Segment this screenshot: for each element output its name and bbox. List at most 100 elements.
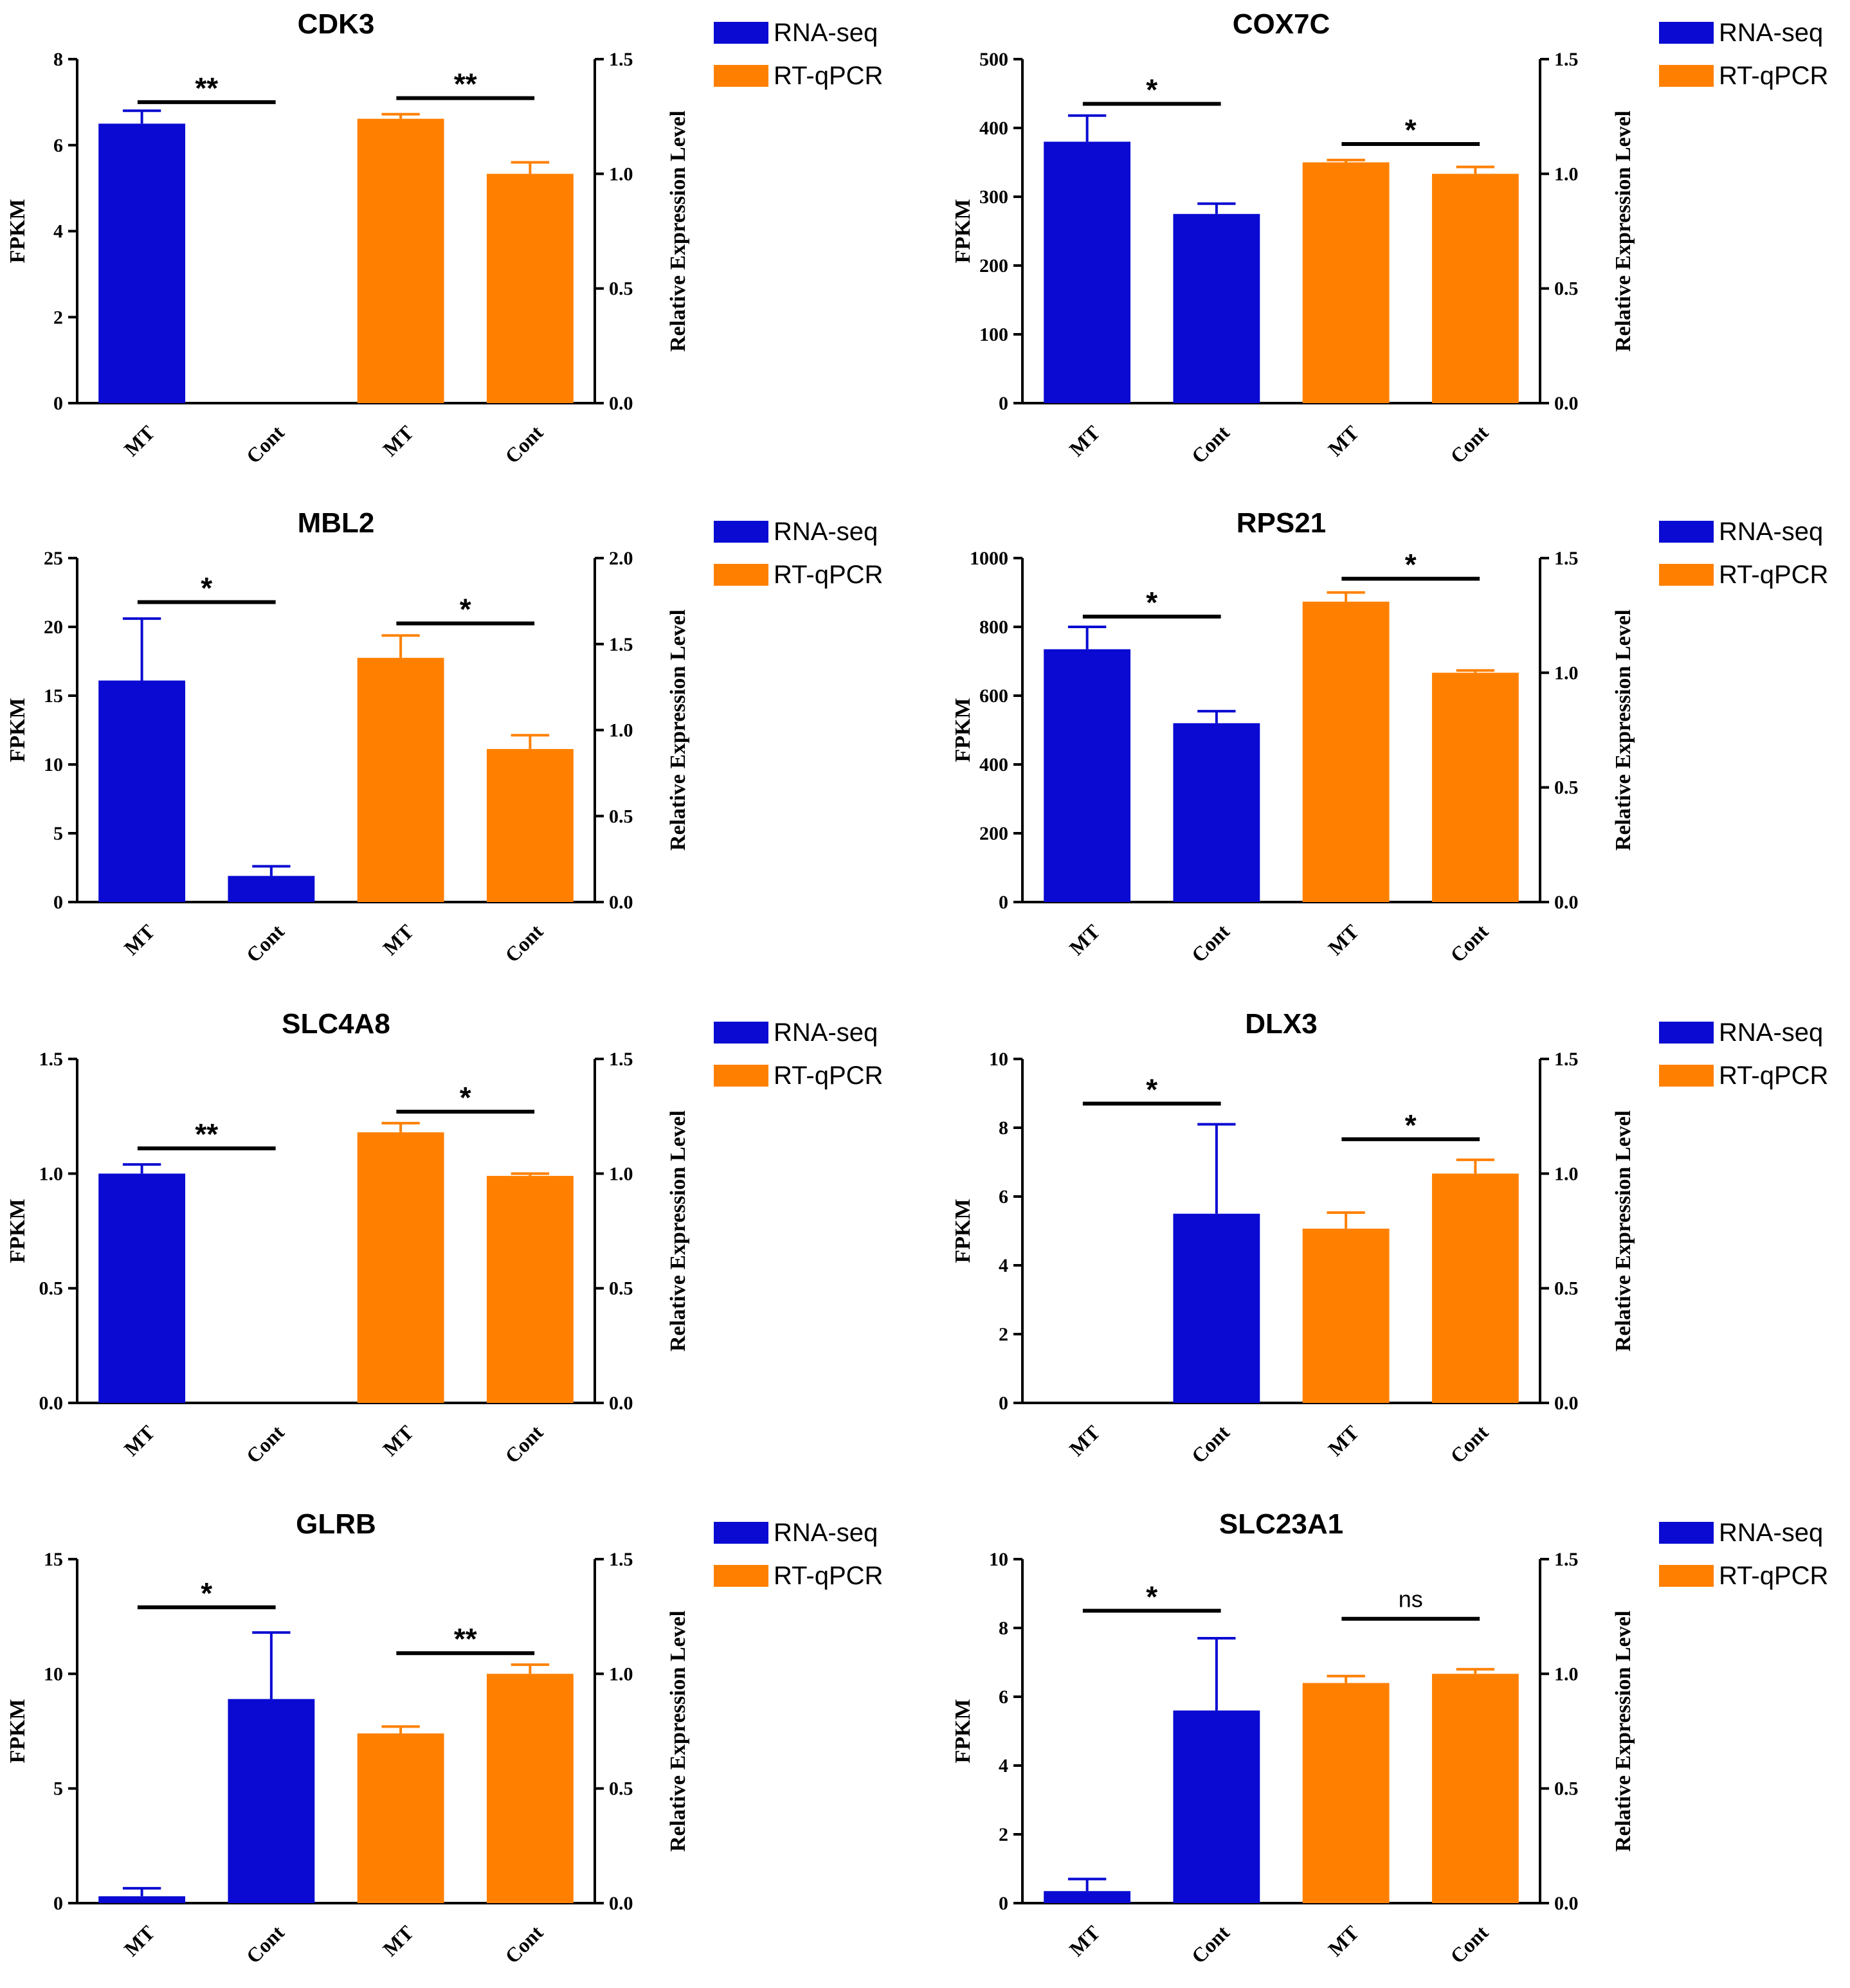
right-tick-label: 0.0 [1554, 1893, 1579, 1914]
left-tick-label: 0.5 [39, 1278, 64, 1299]
left-tick-label: 500 [979, 49, 1008, 70]
chart-panel-mbl2: MBL2 0 5 10 15 20 25 0.0 0.5 1.0 1.5 2.0 FPKM Relativ… [6, 507, 883, 967]
left-tick-label: 300 [979, 186, 1008, 208]
left-tick-label: 2 [53, 307, 63, 328]
category-label: MT [1323, 1420, 1363, 1460]
bar-rt-qpcr-cont [486, 1175, 574, 1403]
right-axis-title: Relative Expression Level [666, 111, 690, 352]
significance-label: * [1405, 1108, 1417, 1142]
legend-label-rna-seq: RNA-seq [1719, 518, 1823, 546]
chart-panel-glrb: GLRB 0 5 10 15 0.0 0.5 1.0 1.5 FPKM Relative Expre… [6, 1508, 883, 1968]
category-label: Cont [242, 1420, 289, 1467]
left-tick-label: 5 [53, 823, 63, 844]
bar-rt-qpcr-cont [486, 1674, 574, 1903]
significance-label: ** [454, 68, 477, 101]
significance-label: * [460, 593, 471, 626]
left-tick-label: 10 [44, 754, 63, 775]
left-tick-label: 8 [53, 49, 63, 70]
right-tick-label: 0.0 [609, 393, 633, 414]
bar-rna-seq-cont [1173, 1213, 1260, 1403]
left-tick-label: 0 [999, 1393, 1008, 1414]
left-tick-label: 1000 [970, 548, 1008, 569]
right-axis-title: Relative Expression Level [666, 610, 690, 851]
left-tick-label: 15 [44, 685, 63, 707]
left-tick-label: 0 [53, 393, 63, 414]
significance-label: * [201, 571, 212, 604]
left-tick-label: 800 [979, 617, 1008, 638]
bar-rt-qpcr-mt [1302, 1228, 1390, 1403]
left-tick-label: 6 [53, 135, 63, 156]
bar-rt-qpcr-cont [1431, 673, 1519, 902]
left-axis-title: FPKM [951, 199, 975, 263]
category-label: Cont [1187, 420, 1234, 467]
chart-panels: CDK3 0 2 4 6 8 0.0 0.5 1.0 1.5 FPKM Relative Expres… [6, 8, 1828, 1968]
category-label: MT [378, 919, 418, 959]
category-label: Cont [242, 1920, 289, 1967]
legend-label-rt-qpcr: RT-qPCR [1719, 561, 1828, 589]
significance-label: ** [195, 71, 218, 105]
left-tick-label: 400 [979, 118, 1008, 139]
left-tick-label: 4 [53, 221, 63, 242]
chart-panel-dlx3: DLX3 0 2 4 6 8 10 0.0 0.5 1.0 1.5 FPKM Relative Expr… [951, 1008, 1828, 1468]
category-label: MT [120, 420, 159, 460]
legend-label-rt-qpcr: RT-qPCR [1719, 62, 1828, 90]
category-label: MT [378, 1420, 418, 1460]
significance-label: * [1405, 113, 1417, 147]
left-tick-label: 10 [44, 1663, 63, 1685]
category-label: Cont [1446, 919, 1492, 966]
right-axis-title: Relative Expression Level [1611, 1110, 1635, 1351]
category-label: Cont [500, 1920, 547, 1967]
legend-swatch-rna-seq [1659, 1522, 1714, 1544]
right-axis-title: Relative Expression Level [1611, 1611, 1635, 1852]
legend-label-rna-seq: RNA-seq [774, 1018, 878, 1047]
chart-title: SLC23A1 [1219, 1508, 1343, 1540]
left-axis-title: FPKM [6, 698, 30, 762]
left-axis-title: FPKM [951, 1198, 975, 1263]
left-axis-title: FPKM [951, 698, 975, 762]
category-label: MT [1065, 1420, 1105, 1460]
chart-title: DLX3 [1245, 1008, 1317, 1040]
chart-title: RPS21 [1237, 507, 1326, 539]
right-tick-label: 1.0 [1554, 163, 1579, 185]
right-tick-label: 0.5 [1554, 1278, 1579, 1299]
category-label: Cont [1187, 1420, 1234, 1467]
left-tick-label: 15 [44, 1549, 63, 1570]
bar-rna-seq-mt [98, 1173, 186, 1403]
category-label: Cont [500, 1420, 547, 1467]
right-axis-title: Relative Expression Level [666, 1611, 690, 1852]
legend-swatch-rt-qpcr [1659, 564, 1714, 586]
legend-swatch-rna-seq [714, 521, 768, 543]
right-tick-label: 0.0 [1554, 892, 1579, 913]
category-label: MT [378, 1920, 418, 1960]
bar-rt-qpcr-cont [1431, 174, 1519, 403]
legend-swatch-rt-qpcr [714, 1565, 768, 1587]
legend-swatch-rna-seq [1659, 521, 1714, 543]
left-tick-label: 100 [979, 324, 1008, 345]
left-tick-label: 6 [999, 1686, 1008, 1708]
chart-title: CDK3 [298, 8, 375, 40]
left-tick-label: 400 [979, 754, 1008, 775]
bar-rt-qpcr-cont [1431, 1674, 1519, 1903]
left-tick-label: 0 [53, 892, 63, 913]
chart-panel-slc4a8: SLC4A8 0.0 0.5 1.0 1.5 0.0 0.5 1.0 1.5 FPKM Relati… [6, 1008, 883, 1468]
right-tick-label: 0.5 [1554, 777, 1579, 799]
right-tick-label: 0.5 [609, 278, 633, 300]
right-tick-label: 1.5 [1554, 1549, 1579, 1570]
right-tick-label: 0.0 [609, 1893, 633, 1914]
right-axis-title: Relative Expression Level [1611, 610, 1635, 851]
legend-swatch-rt-qpcr [1659, 1065, 1714, 1087]
right-tick-label: 1.0 [609, 1663, 633, 1685]
left-tick-label: 200 [979, 255, 1008, 276]
right-tick-label: 0.0 [1554, 393, 1579, 414]
left-axis-title: FPKM [6, 199, 30, 263]
left-tick-label: 2 [999, 1324, 1008, 1345]
left-tick-label: 600 [979, 685, 1008, 707]
chart-title: SLC4A8 [282, 1008, 390, 1040]
legend-label-rna-seq: RNA-seq [1719, 1519, 1823, 1547]
right-tick-label: 1.5 [1554, 548, 1579, 569]
legend-label-rt-qpcr: RT-qPCR [1719, 1062, 1828, 1090]
bar-rt-qpcr-cont [486, 748, 574, 902]
legend-label-rna-seq: RNA-seq [774, 19, 878, 47]
category-label: MT [120, 1420, 159, 1460]
